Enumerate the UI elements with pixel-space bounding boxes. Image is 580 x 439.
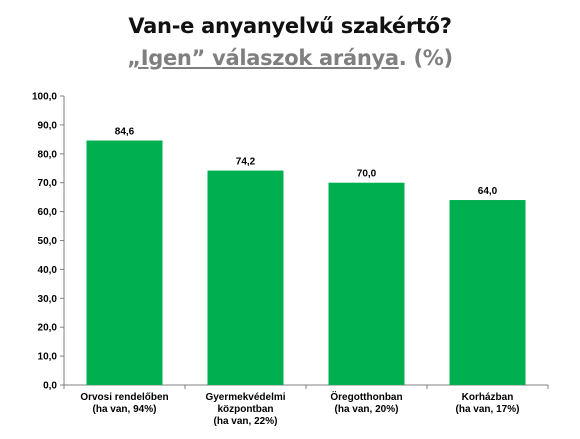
data-label: 70,0 xyxy=(357,169,377,180)
category-label-line: (ha van, 94%) xyxy=(93,404,157,415)
y-tick-label: 70,0 xyxy=(38,178,58,189)
category-label-line: Korházban xyxy=(462,392,514,403)
y-tick-label: 10,0 xyxy=(38,352,58,363)
y-tick-label: 0,0 xyxy=(43,381,57,392)
chart-title: Van-e anyanyelvű szakértő? xyxy=(128,14,452,38)
y-tick-label: 20,0 xyxy=(38,323,58,334)
category-label: Öregotthonban (ha van, 20%) xyxy=(330,390,402,415)
y-tick-label: 60,0 xyxy=(38,207,58,218)
subtitle-rest-text: . (%) xyxy=(398,46,453,70)
category-label: Orvosi rendelőben (ha van, 94%) xyxy=(80,392,168,415)
bar xyxy=(328,182,405,385)
category-label-line: (ha van, 20%) xyxy=(335,404,399,415)
y-tick-label: 40,0 xyxy=(38,265,58,276)
category-label-line: Gyermekvédelmi xyxy=(205,392,285,403)
subtitle-underlined-text: „Igen” válaszok aránya xyxy=(127,46,399,70)
y-tick-label: 50,0 xyxy=(38,236,58,247)
category-label-line: (ha van, 17%) xyxy=(456,404,520,415)
y-tick-label: 100,0 xyxy=(32,92,57,103)
y-tick-label: 30,0 xyxy=(38,294,58,305)
chart-subtitle: „Igen” válaszok aránya. (%) xyxy=(0,46,580,70)
data-label: 74,2 xyxy=(236,157,256,168)
category-label-line: központban xyxy=(217,404,273,415)
bar xyxy=(449,200,526,385)
data-label: 64,0 xyxy=(478,186,498,197)
category-label: Korházban (ha van, 17%) xyxy=(456,392,520,415)
category-label-line: Orvosi rendelőben xyxy=(80,392,168,403)
category-label-line: (ha van, 22%) xyxy=(214,416,278,427)
data-label: 84,6 xyxy=(115,127,135,138)
y-tick-label: 90,0 xyxy=(38,120,58,131)
bar xyxy=(207,170,284,385)
y-tick-label: 80,0 xyxy=(38,149,58,160)
category-label-line: Öregotthonban xyxy=(330,390,402,403)
bar xyxy=(86,140,163,385)
category-label: Gyermekvédelmi központban (ha van, 22%) xyxy=(205,392,285,427)
